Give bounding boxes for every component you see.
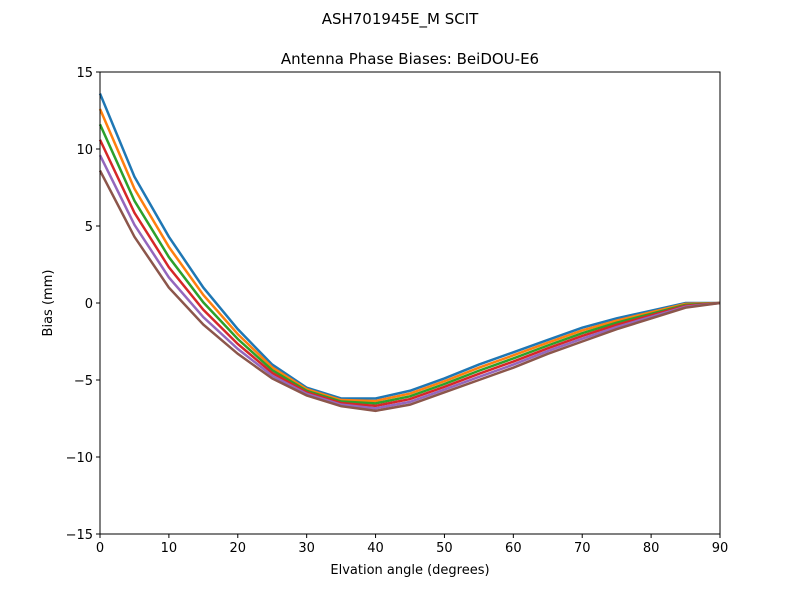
axes-frame xyxy=(99,71,721,535)
y-tick-label: 10 xyxy=(76,143,93,158)
y-tick-label: −5 xyxy=(74,374,93,389)
chart-title: Antenna Phase Biases: BeiDOU-E6 xyxy=(281,50,539,68)
x-tick-label: 90 xyxy=(712,541,729,556)
series-line-1 xyxy=(98,108,721,403)
y-axis: −15 −10 −5 0 5 10 15 xyxy=(66,66,100,543)
series-line-4 xyxy=(98,154,721,410)
series-line-2 xyxy=(98,123,721,405)
x-tick-label: 60 xyxy=(505,541,522,556)
x-tick-label: 0 xyxy=(96,541,104,556)
y-tick-label: 5 xyxy=(85,220,93,235)
x-tick-label: 40 xyxy=(367,541,384,556)
figure-suptitle: ASH701945E_M SCIT xyxy=(322,10,479,29)
x-tick-label: 50 xyxy=(436,541,453,556)
series-line-0 xyxy=(98,93,720,400)
y-tick-label: 15 xyxy=(76,66,93,81)
x-axis: 0 10 20 30 40 50 60 70 80 90 xyxy=(96,534,728,556)
series-line-3 xyxy=(98,139,721,408)
x-tick-label: 20 xyxy=(230,541,247,556)
series-layer xyxy=(98,93,721,413)
x-tick-label: 30 xyxy=(298,541,315,556)
x-tick-label: 70 xyxy=(574,541,591,556)
x-tick-label: 80 xyxy=(643,541,660,556)
y-tick-label: −15 xyxy=(66,528,93,543)
y-tick-label: −10 xyxy=(66,451,93,466)
x-tick-label: 10 xyxy=(161,541,178,556)
y-tick-label: 0 xyxy=(85,297,93,312)
x-axis-label: Elvation angle (degrees) xyxy=(330,563,489,578)
series-line-5 xyxy=(98,169,721,413)
y-axis-label: Bias (mm) xyxy=(41,270,56,337)
